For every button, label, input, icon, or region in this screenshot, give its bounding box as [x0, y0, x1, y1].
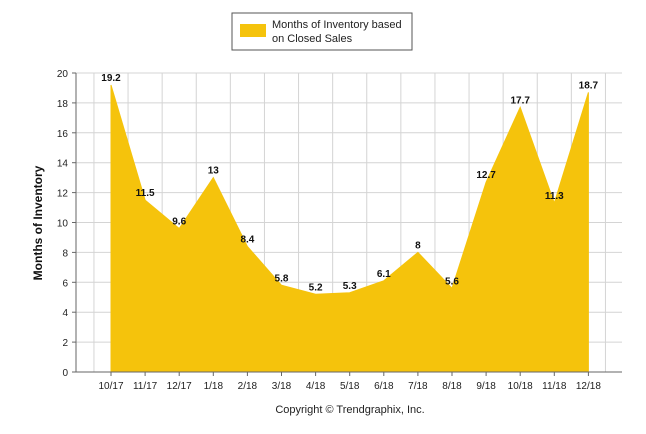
- y-tick-label: 6: [62, 278, 68, 289]
- x-tick-label: 7/18: [408, 381, 428, 392]
- x-tick-label: 12/18: [576, 381, 601, 392]
- y-tick-label: 18: [57, 99, 69, 110]
- copyright-text: Copyright © Trendgraphix, Inc.: [275, 404, 424, 416]
- data-label: 17.7: [510, 95, 530, 106]
- data-labels: 19.2 11.5 9.6 13 8.4 5.8 5.2 5.3 6.1 8 5.6 12.7 17.7…: [101, 73, 598, 293]
- y-tick-label: 4: [62, 308, 68, 319]
- y-tick-label: 8: [62, 248, 68, 259]
- axes: [75, 73, 622, 373]
- x-tick-labels: 10/17 11/17 12/17 1/18 2/18 3/18 4/18 5/18 6/18 7…: [98, 372, 601, 392]
- data-label: 5.8: [275, 273, 289, 284]
- data-label: 11.5: [136, 188, 155, 199]
- y-tick-labels: 0 2 4 6 8 10 12 14 16 18 20: [57, 69, 69, 379]
- data-label: 5.2: [309, 282, 323, 293]
- data-label: 11.3: [545, 191, 564, 202]
- area-series: [110, 84, 589, 373]
- data-label: 19.2: [101, 73, 121, 84]
- data-label: 5.6: [445, 276, 459, 287]
- data-label: 9.6: [172, 216, 186, 227]
- x-tick-label: 10/18: [508, 381, 533, 392]
- legend-label-line2: on Closed Sales: [272, 33, 353, 45]
- data-label: 8.4: [240, 234, 254, 245]
- data-label: 12.7: [476, 170, 496, 181]
- y-tick-label: 0: [62, 368, 68, 379]
- y-tick-label: 12: [57, 189, 69, 200]
- y-tick-label: 14: [57, 159, 69, 170]
- y-tick-label: 10: [57, 219, 69, 230]
- x-tick-label: 11/17: [133, 381, 158, 392]
- x-tick-label: 3/18: [272, 381, 292, 392]
- y-tick-label: 2: [62, 338, 68, 349]
- x-tick-label: 9/18: [476, 381, 496, 392]
- y-tick-label: 16: [57, 129, 69, 140]
- x-tick-label: 10/17: [98, 381, 123, 392]
- legend-label-line1: Months of Inventory based: [272, 19, 402, 31]
- y-axis-title: Months of Inventory: [31, 165, 45, 280]
- data-label: 18.7: [579, 80, 599, 91]
- data-label: 8: [415, 240, 421, 251]
- y-tick-label: 20: [57, 69, 69, 80]
- area-fill: [110, 84, 589, 373]
- x-tick-label: 11/18: [542, 381, 567, 392]
- x-tick-label: 4/18: [306, 381, 326, 392]
- x-tick-label: 6/18: [374, 381, 394, 392]
- data-label: 6.1: [377, 269, 391, 280]
- legend: Months of Inventory based on Closed Sale…: [231, 12, 413, 51]
- x-tick-label: 12/17: [167, 381, 192, 392]
- data-label: 5.3: [343, 281, 357, 292]
- x-tick-label: 5/18: [340, 381, 360, 392]
- data-label: 13: [208, 166, 220, 177]
- x-tick-label: 2/18: [238, 381, 258, 392]
- x-tick-label: 8/18: [442, 381, 462, 392]
- legend-swatch: [240, 24, 266, 37]
- x-tick-label: 1/18: [204, 381, 224, 392]
